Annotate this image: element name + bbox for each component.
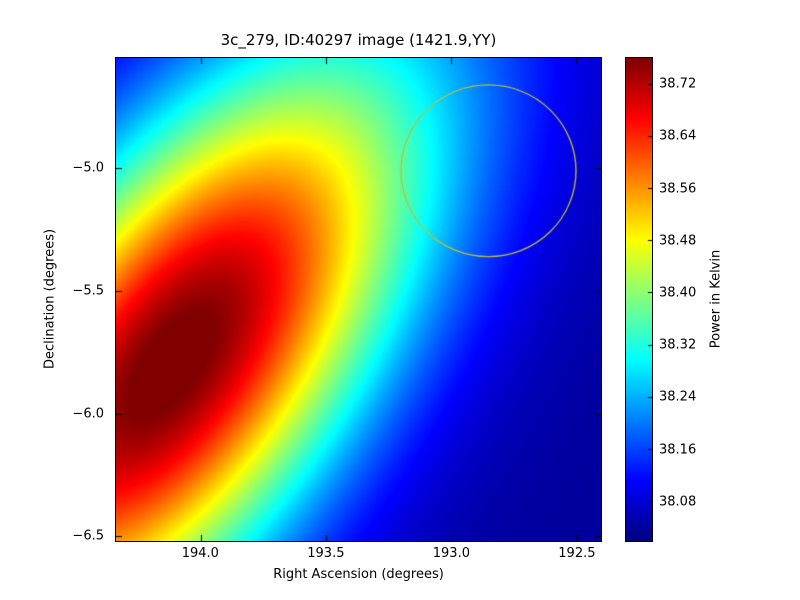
colorbar-canvas bbox=[625, 57, 653, 542]
x-axis-label: Right Ascension (degrees) bbox=[273, 567, 444, 582]
x-tick-label: 194.0 bbox=[181, 546, 219, 561]
x-tick-label: 193.0 bbox=[432, 546, 470, 561]
y-tick-label: −5.5 bbox=[72, 283, 104, 299]
y-tick-label: −6.0 bbox=[72, 406, 104, 421]
colorbar-tick-label: 38.24 bbox=[659, 389, 697, 405]
colorbar-tick-label: 38.08 bbox=[659, 494, 697, 510]
colorbar-tick-labels: 38.72 38.64 38.56 38.48 38.40 38.32 38.24 38.16… bbox=[659, 58, 729, 541]
colorbar-tick-label: 38.64 bbox=[659, 128, 697, 144]
x-tick-labels: 194.0 193.5 193.0 192.5 bbox=[115, 546, 602, 563]
heatmap-canvas bbox=[115, 57, 602, 542]
colorbar-tick-label: 38.48 bbox=[659, 233, 697, 249]
x-tick-label: 192.5 bbox=[558, 546, 596, 561]
colorbar-tick-label: 38.56 bbox=[659, 181, 697, 197]
colorbar-tick-label: 38.32 bbox=[659, 337, 697, 353]
colorbar-tick-label: 38.72 bbox=[659, 76, 697, 92]
y-tick-labels: −5.0 −5.5 −6.0 −6.5 bbox=[0, 58, 110, 544]
colorbar-tick-label: 38.16 bbox=[659, 442, 697, 458]
colorbar-tick-label: 38.40 bbox=[659, 285, 697, 301]
colorbar-label: Power in Kelvin bbox=[708, 249, 724, 349]
y-axis-label: Declination (degrees) bbox=[42, 228, 58, 370]
y-tick-label: −6.5 bbox=[72, 528, 104, 544]
x-tick-label: 193.5 bbox=[307, 546, 345, 561]
y-tick-label: −5.0 bbox=[72, 160, 104, 176]
chart-title: 3c_279, ID:40297 image (1421.9,YY) bbox=[220, 31, 497, 49]
